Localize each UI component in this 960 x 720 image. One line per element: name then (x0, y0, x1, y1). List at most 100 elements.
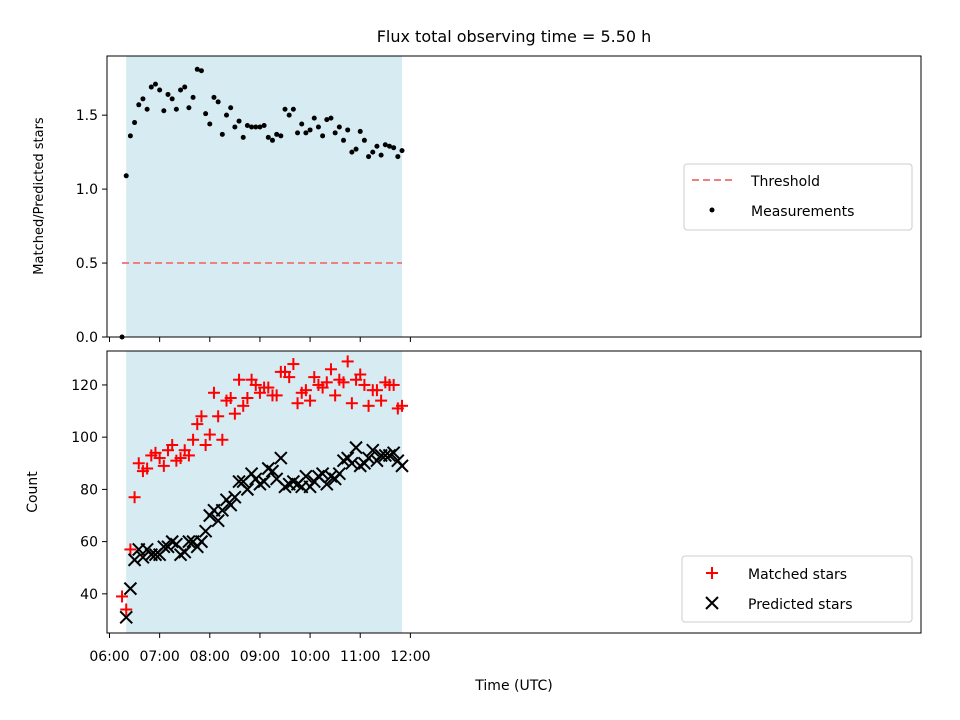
matched-stars-point (375, 394, 388, 407)
measurement-point (207, 121, 213, 127)
bottom-shaded-span (126, 351, 403, 633)
matched-legend-swatch (706, 567, 718, 579)
top-x-ticks (109, 337, 411, 342)
measurement-point (269, 137, 275, 143)
predicted-stars-point (228, 490, 242, 504)
matched-stars-point (116, 590, 129, 603)
x-tick-label: 09:00 (240, 649, 280, 665)
measurement-point (345, 127, 351, 133)
top-y-tick-label: 0.5 (76, 256, 98, 272)
chart-title: Flux total observing time = 5.50 h (377, 27, 652, 46)
bottom-y-tick-label: 80 (80, 482, 98, 498)
matched-stars-point (299, 384, 312, 397)
matched-stars-point (182, 449, 195, 462)
measurement-point (303, 130, 309, 136)
legend-threshold-label: Threshold (750, 174, 820, 190)
predicted-stars-point (386, 446, 401, 460)
top-legend: Threshold Measurements (683, 163, 913, 231)
measurement-point (219, 131, 225, 137)
bottom-y-tick-label: 120 (71, 378, 98, 394)
measurement-point (336, 124, 342, 130)
x-tick-label: 12:00 (390, 649, 430, 665)
measurement-point (253, 124, 259, 130)
matched-stars-point (262, 381, 275, 394)
predicted-stars-point (178, 545, 192, 559)
top-axes-frame (106, 55, 922, 338)
matched-stars-point (224, 392, 237, 404)
measurement-point (357, 128, 363, 134)
legend-matched-label: Matched stars (748, 567, 847, 583)
matched-stars-point (153, 452, 166, 465)
measurement-point (370, 149, 376, 155)
top-shaded-span (126, 56, 403, 337)
x-tick-label: 10:00 (290, 649, 330, 665)
matched-stars-point (329, 389, 342, 402)
measurement-point (249, 124, 255, 130)
predicted-stars-point (361, 451, 376, 465)
predicted-stars-point (194, 534, 209, 549)
top-marks (119, 66, 405, 340)
predicted-stars-point (315, 467, 330, 481)
predicted-stars-point (395, 459, 409, 473)
measurement-point (152, 81, 158, 87)
matched-stars-point (387, 378, 400, 391)
predicted-stars-point (223, 498, 238, 512)
measurement-point (165, 91, 171, 97)
matched-stars-point (241, 392, 254, 404)
measurement-point (228, 105, 234, 111)
predicted-stars-point (119, 610, 133, 625)
measurement-point (374, 143, 380, 149)
matched-stars-point (233, 373, 246, 386)
measurement-point (148, 84, 154, 90)
measurement-point (295, 130, 301, 136)
predicted-stars-point (198, 524, 213, 538)
measurements-legend-swatch (709, 207, 715, 213)
predicted-stars-point (215, 503, 230, 517)
matched-stars-point (370, 384, 383, 397)
x-tick-label: 06:00 (89, 649, 129, 665)
matched-stars-point (141, 462, 154, 475)
measurement-point (386, 143, 392, 149)
matched-stars-point (358, 378, 371, 391)
predicted-stars-point (257, 474, 271, 489)
measurement-point (382, 142, 388, 148)
predicted-stars-point (366, 443, 380, 457)
predicted-stars-point (299, 469, 313, 484)
measurement-point (257, 124, 263, 130)
measurement-point (290, 106, 296, 112)
predicted-stars-point (378, 448, 393, 463)
measurement-point (265, 134, 271, 140)
measurement-point (215, 99, 221, 105)
bottom-x-ticks: 06:00 07:00 08:00 09:00 10:00 11:00 12:00 (89, 633, 431, 665)
matched-stars-point (166, 439, 179, 451)
matched-stars-point (132, 457, 145, 470)
matched-stars-point (120, 603, 133, 616)
x-axis-label: Time (UTC) (474, 678, 552, 694)
predicted-stars-point (127, 553, 142, 567)
predicted-stars-point (265, 464, 280, 478)
measurement-point (278, 133, 284, 139)
x-tick-label: 07:00 (139, 649, 179, 665)
measurement-point (161, 108, 167, 114)
matched-stars-point (283, 371, 296, 384)
measurement-point (332, 130, 338, 136)
measurement-point (399, 148, 405, 154)
bottom-marks (116, 355, 409, 625)
matched-stars-point (216, 433, 229, 446)
predicted-stars-point (136, 550, 150, 564)
predicted-stars-point (157, 540, 171, 554)
legend-predicted-label: Predicted stars (748, 597, 853, 613)
matched-stars-point (199, 439, 212, 451)
matched-stars-point (362, 399, 375, 412)
measurement-point (366, 154, 372, 160)
x-tick-label: 08:00 (190, 649, 230, 665)
top-y-tick-label: 1.5 (76, 108, 98, 124)
measurement-point (132, 120, 138, 126)
top-y-ticks: 0.0 0.5 1.0 1.5 (76, 108, 107, 346)
measurement-point (324, 117, 330, 123)
matched-stars-point (195, 410, 208, 423)
matched-stars-point (304, 394, 317, 407)
predicted-stars-point (349, 440, 363, 455)
bottom-axes-frame (106, 350, 922, 634)
